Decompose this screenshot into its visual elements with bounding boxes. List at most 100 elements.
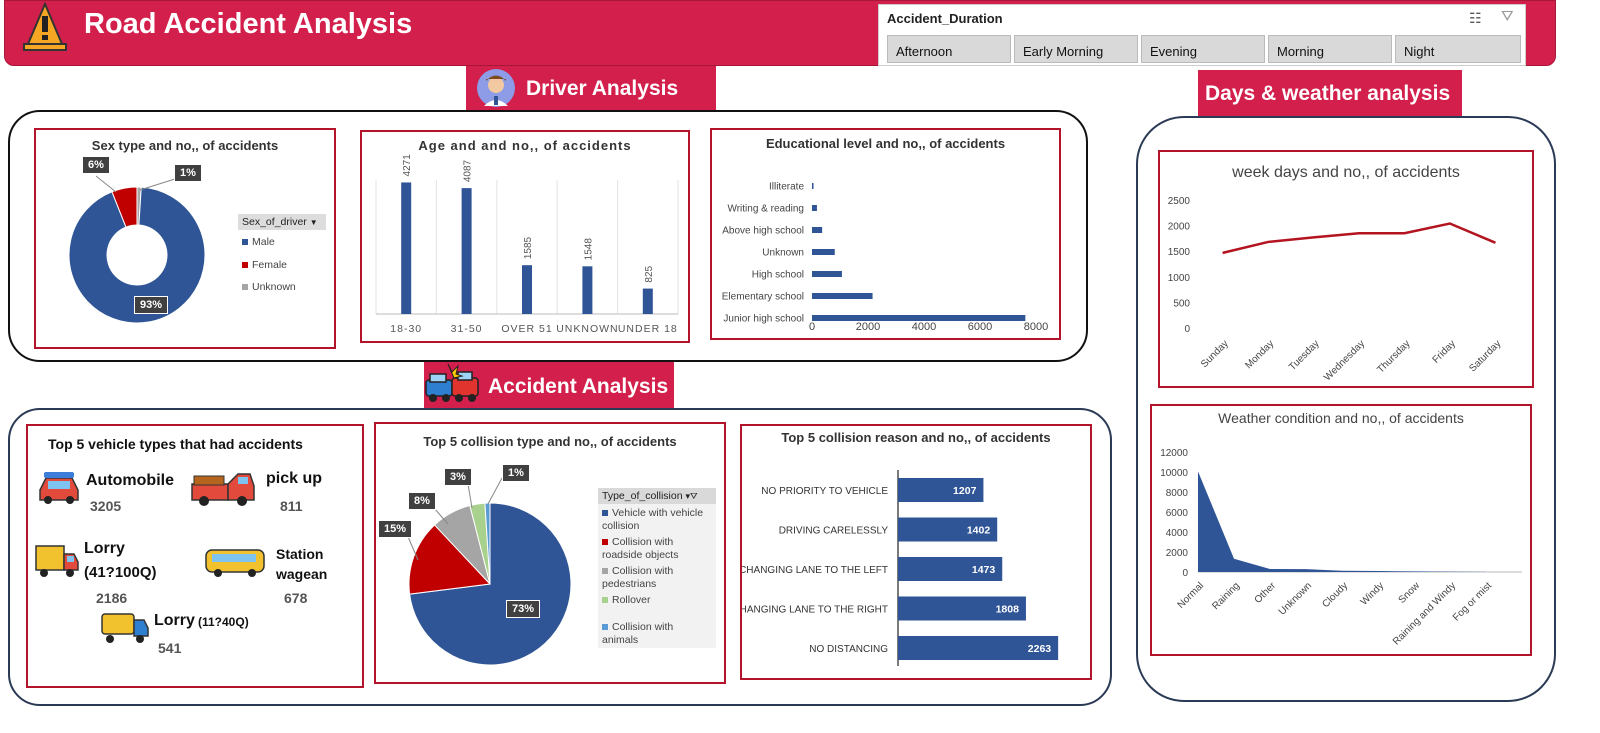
legend-unknown-label: Unknown	[252, 281, 296, 293]
week-point-4	[1403, 232, 1405, 234]
week-ytick-3: 1500	[1168, 247, 1191, 258]
ctype-label-2: 8%	[408, 492, 436, 510]
weather-xtick-2: Other	[1253, 580, 1279, 606]
reason-tick-4: NO DISTANCING	[809, 644, 888, 655]
dropdown-icon[interactable]: ▼	[309, 218, 318, 227]
clear-filter-icon[interactable]: ⛛	[1501, 8, 1514, 25]
weekdays-chart-title: week days and no,, of accidents	[1232, 164, 1460, 181]
age-tick-3: UNKNOWN	[556, 323, 618, 335]
week-point-1	[1267, 241, 1269, 243]
legend-ctype-1-label: Collision with roadside objects	[602, 536, 679, 561]
collision-legend-header[interactable]: Type_of_collision ▾⛛	[598, 488, 716, 504]
days-weather-banner: Days & weather analysis	[1198, 70, 1462, 116]
reason-bar-4	[898, 636, 1059, 660]
leader-line-ctype-4	[487, 477, 503, 505]
leader-line-ctype-2	[433, 507, 449, 525]
leader-line-female	[95, 175, 117, 193]
sex-legend-header-text: Sex_of_driver	[242, 216, 307, 228]
vehicles-panel: Top 5 vehicle types that had accidents A…	[26, 424, 364, 688]
slicer-option-evening[interactable]: Evening	[1141, 35, 1265, 63]
legend-unknown: Unknown	[242, 281, 296, 294]
reason-data-label-3: 1808	[996, 604, 1020, 616]
sex-legend-header[interactable]: Sex_of_driver ▼	[238, 214, 326, 230]
weather-xtick-1: Raining	[1210, 580, 1242, 612]
age-tick-1: 31-50	[451, 323, 483, 335]
tanker-truck-icon	[100, 610, 150, 646]
weather-chart-panel: Weather condition and no,, of accidents …	[1150, 404, 1532, 656]
week-ytick-5: 2500	[1168, 196, 1191, 207]
edu-bar-2	[812, 227, 823, 233]
slicer-option-early-morning[interactable]: Early Morning	[1014, 35, 1138, 63]
collision-legend-header-text: Type_of_collision	[602, 490, 683, 502]
reason-data-label-2: 1473	[972, 564, 996, 576]
age-bar-1	[461, 188, 472, 314]
duration-slicer[interactable]: Accident_Duration ☷ ⛛ Afternoon Early Mo…	[878, 4, 1526, 66]
vehicle-name-pickup: pick up	[266, 470, 323, 487]
pickup-truck-icon	[190, 470, 256, 508]
legend-ctype-2-label: Collision with pedestrians	[602, 565, 674, 590]
vehicle-class-lorry-large: (41?100Q)	[84, 564, 157, 581]
week-ytick-2: 1000	[1168, 273, 1191, 284]
driver-analysis-group	[8, 110, 1088, 362]
vehicle-name-lorry-large: Lorry	[84, 540, 125, 557]
age-data-label-0: 4271	[402, 154, 413, 177]
collision-type-panel: Top 5 collision type and no,, of acciden…	[374, 422, 726, 684]
vehicle-class-lorry-small: (11?40Q)	[198, 615, 249, 629]
age-tick-4: UNDER 18	[618, 323, 678, 335]
car-crash-icon	[424, 358, 482, 408]
slicer-option-night[interactable]: Night	[1395, 35, 1521, 63]
filter-icon[interactable]: ▾⛛	[685, 491, 698, 501]
age-data-label-2: 1585	[523, 236, 534, 259]
weather-xtick-0: Normal	[1176, 580, 1207, 611]
weather-xtick-7: Raining and Windy	[1391, 580, 1458, 647]
week-xtick-0: Sunday	[1199, 338, 1231, 370]
reason-bar-2	[898, 557, 1003, 581]
bus-icon	[204, 544, 268, 580]
driver-analysis-banner: Driver Analysis	[466, 66, 716, 110]
week-xtick-5: Friday	[1431, 338, 1458, 365]
legend-ctype-0-label: Vehicle with vehicle collision	[602, 507, 704, 532]
multi-select-icon[interactable]: ☷	[1469, 10, 1482, 26]
weather-area-series	[1198, 471, 1486, 572]
driver-avatar-icon	[476, 68, 516, 108]
legend-female-label: Female	[252, 259, 288, 271]
vehicle-value-pickup: 811	[280, 498, 303, 514]
age-bar-4	[642, 288, 653, 314]
edu-tick-0: Illiterate	[769, 182, 804, 193]
ctype-slice-1	[408, 524, 492, 595]
vehicle-value-lorry-large: 2186	[96, 590, 128, 606]
reason-data-label-1: 1402	[967, 525, 991, 537]
vehicle-name-automobile: Automobile	[86, 472, 174, 489]
edu-tick-6: Junior high school	[723, 314, 804, 325]
ctype-label-0: 73%	[506, 600, 541, 618]
week-point-0	[1222, 252, 1224, 254]
reason-bar-0	[898, 478, 984, 502]
weekdays-line-chart: 0 500 1000 1500 2000 2500 Sunday Monday Tuesday W…	[1168, 196, 1504, 383]
vehicle-name-station-wagon-2: wagean	[276, 566, 328, 582]
legend-male-label: Male	[252, 236, 275, 248]
legend-ctype-4: Collision with animals	[598, 607, 716, 647]
collision-type-pie	[405, 477, 572, 666]
reason-tick-2: CHANGING LANE TO THE LEFT	[742, 565, 888, 576]
days-weather-group	[1136, 116, 1556, 702]
sex-label-female: 6%	[82, 156, 110, 174]
ctype-label-4: 1%	[502, 464, 530, 482]
vehicle-value-station-wagon: 678	[284, 590, 308, 606]
weather-xtick-5: Windy	[1359, 580, 1386, 607]
education-chart-title: Educational level and no,, of accidents	[765, 136, 1006, 151]
traffic-cone-icon	[20, 1, 70, 54]
slicer-option-morning[interactable]: Morning	[1268, 35, 1392, 63]
sex-label-male: 93%	[134, 296, 169, 314]
slicer-option-afternoon[interactable]: Afternoon	[887, 35, 1011, 63]
sex-slice-male	[68, 186, 206, 324]
page-title: Road Accident Analysis	[84, 8, 413, 40]
sex-chart-panel: Sex type and no,, of accidents Sex_of_dr…	[34, 128, 336, 349]
accident-analysis-group	[8, 408, 1112, 706]
days-weather-title: Days & weather analysis	[1205, 82, 1451, 105]
ctype-slice-4	[484, 502, 491, 585]
reason-data-label-0: 1207	[953, 485, 977, 497]
reason-tick-3: CHANGING LANE TO THE RIGHT	[742, 605, 888, 616]
weather-xtick-8: Fog or mist	[1451, 580, 1494, 623]
edu-bar-0	[812, 183, 814, 189]
